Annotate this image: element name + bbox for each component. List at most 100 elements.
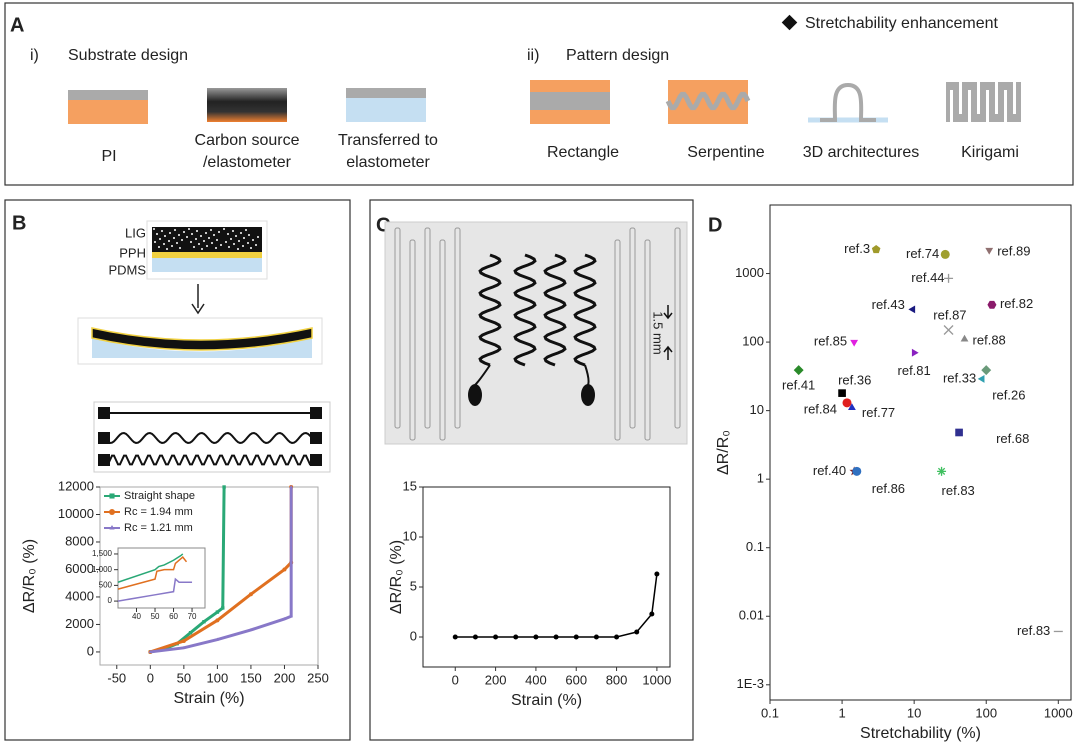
- x-tick-label: 60: [169, 612, 178, 621]
- dot: [210, 229, 212, 231]
- x-tick-label: 250: [307, 670, 329, 685]
- section-numeral: i): [30, 47, 39, 64]
- pad: [310, 432, 322, 444]
- bent-substrate: [92, 338, 312, 358]
- marker: [289, 614, 293, 618]
- marker: [943, 325, 954, 335]
- dot: [173, 237, 175, 239]
- y-tick-label: 12000: [58, 478, 94, 493]
- x-tick-label: 200: [274, 670, 296, 685]
- pad: [581, 384, 595, 406]
- kirigami-slit: [968, 90, 971, 122]
- marker: [109, 493, 115, 499]
- trace-end: [474, 364, 491, 386]
- dot: [248, 234, 250, 236]
- marker: [937, 466, 947, 476]
- dot: [178, 234, 180, 236]
- kirigami-slit: [1004, 90, 1007, 122]
- slit: [409, 239, 416, 441]
- dot: [243, 237, 245, 239]
- y-axis-label: ΔR/R₀ (%): [388, 540, 405, 614]
- arch: [820, 82, 876, 122]
- dot: [206, 245, 208, 247]
- pad: [310, 407, 322, 419]
- legend-label: Straight shape: [124, 490, 195, 502]
- y-tick-label: 1: [757, 471, 764, 486]
- kirigami-slit: [1013, 82, 1016, 114]
- point-label: ref.77: [862, 405, 895, 420]
- serpentine-trace: [573, 253, 597, 367]
- marker: [289, 485, 293, 488]
- dot: [176, 242, 178, 244]
- legend-text: Stretchability enhancement: [805, 15, 999, 32]
- dot: [235, 235, 237, 237]
- x-tick-label: 1000: [1044, 705, 1073, 720]
- y-tick-label: 10000: [58, 506, 94, 521]
- dot: [216, 239, 218, 241]
- y-tick-label: 0.01: [739, 608, 764, 623]
- scale-arrows: [663, 305, 673, 360]
- wire: [103, 454, 317, 466]
- serpentine-trace: [478, 253, 502, 367]
- item-label: Carbon source: [195, 132, 300, 149]
- dot: [158, 246, 160, 248]
- legend-label: Rc = 1.94 mm: [124, 506, 193, 518]
- plot-frame: [422, 486, 671, 668]
- marker: [908, 305, 916, 314]
- x-tick-label: -50: [107, 670, 126, 685]
- section-title: Pattern design: [566, 47, 669, 64]
- device-photo: [384, 221, 688, 445]
- y-axis-label: ΔR/R₀ (%): [21, 539, 38, 613]
- item-label: Serpentine: [687, 144, 764, 161]
- panel-a-frame: [4, 2, 1074, 186]
- kirigami-slit: [986, 90, 989, 122]
- marker: [181, 638, 186, 643]
- x-tick-label: 100: [207, 670, 229, 685]
- y-tick-label: 100: [742, 334, 764, 349]
- point-label: ref.86: [872, 481, 905, 496]
- dot: [228, 246, 230, 248]
- marker: [215, 610, 220, 614]
- dot: [238, 240, 240, 242]
- point-label: ref.83: [942, 483, 975, 498]
- kirigami-body: [946, 82, 1021, 122]
- layer-label: PDMS: [108, 262, 146, 277]
- item-label: Rectangle: [547, 144, 619, 161]
- marker: [985, 247, 994, 255]
- marker: [793, 365, 804, 376]
- marker: [182, 645, 186, 649]
- layer: [68, 90, 148, 100]
- point-label: ref.3: [844, 241, 870, 256]
- y-tick-label: 1E-3: [737, 676, 764, 691]
- slit: [629, 227, 636, 429]
- marker: [109, 509, 115, 515]
- dot: [211, 242, 213, 244]
- dot: [186, 236, 188, 238]
- dot: [171, 245, 173, 247]
- dot: [190, 241, 192, 243]
- marker: [838, 389, 846, 397]
- dot: [242, 245, 244, 247]
- dot: [181, 239, 183, 241]
- item-label: /elastometer: [203, 154, 292, 171]
- layer: [530, 92, 610, 110]
- y-tick-label: 1,500: [92, 549, 113, 558]
- dot: [188, 228, 190, 230]
- item-label: PI: [101, 148, 116, 165]
- panel-label: B: [12, 212, 26, 234]
- marker: [282, 616, 287, 620]
- x-axis-label: Stretchability (%): [860, 725, 981, 742]
- point-label: ref.43: [872, 297, 905, 312]
- x-tick-label: 70: [188, 612, 197, 621]
- pad: [98, 432, 110, 444]
- marker: [848, 403, 856, 411]
- y-tick-label: 0.1: [746, 539, 764, 554]
- kirigami-slit: [995, 82, 998, 114]
- y-tick-label: 10: [750, 402, 764, 417]
- marker: [940, 249, 950, 259]
- layer-label: PPH: [119, 245, 146, 260]
- marker: [852, 466, 862, 476]
- dot: [168, 240, 170, 242]
- dot: [153, 228, 155, 230]
